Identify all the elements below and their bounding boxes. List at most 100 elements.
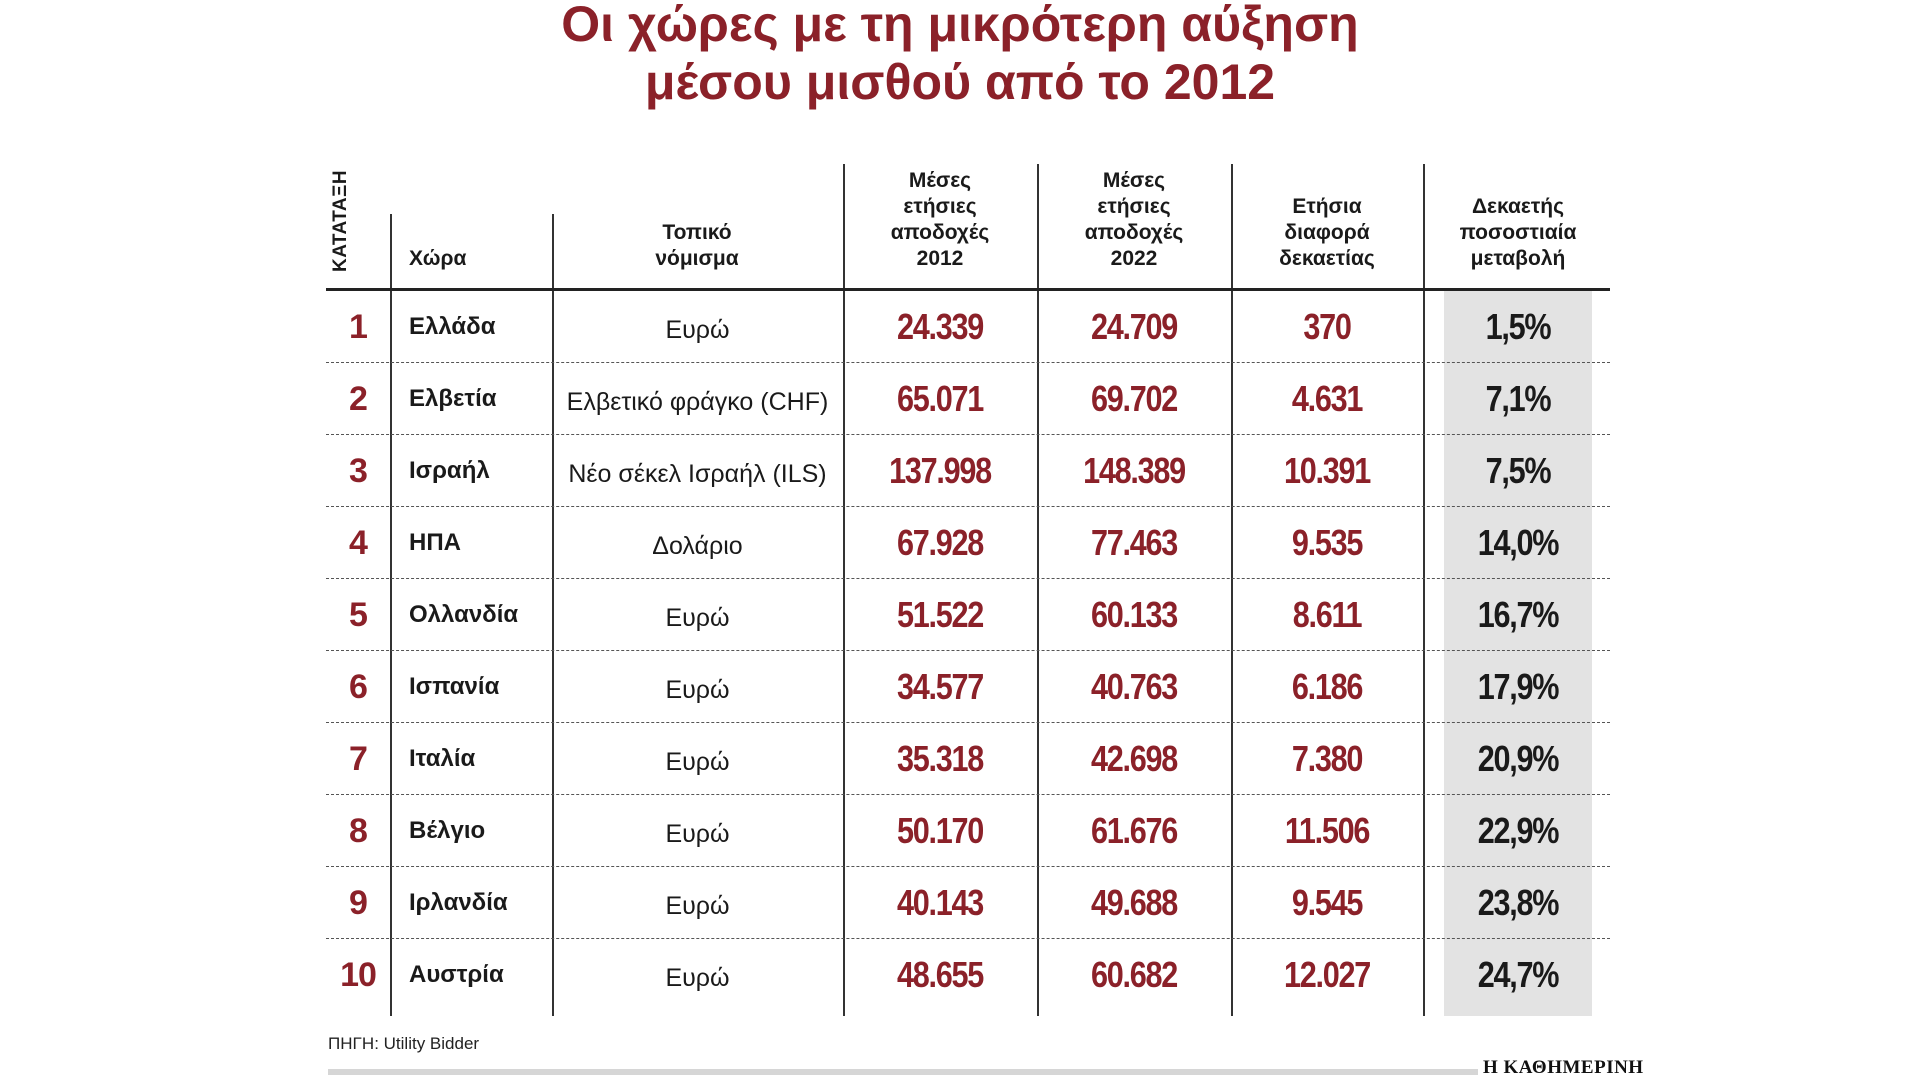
- cell-country: Αυστρία: [409, 961, 504, 988]
- row-separator: [326, 578, 1610, 579]
- cell-earn2022: 148.389: [1083, 450, 1186, 491]
- row-separator: [326, 866, 1610, 867]
- cell-pct: 23,8%: [1477, 882, 1560, 923]
- header-pct-l1: Δεκαετής: [1471, 195, 1565, 218]
- cell-country: Ελλάδα: [409, 313, 496, 340]
- header-country: Χώρα: [409, 246, 466, 272]
- cell-rank: 2: [349, 379, 368, 418]
- row-separator: [326, 362, 1610, 363]
- cell-earn2022: 42.698: [1091, 738, 1178, 779]
- cell-pct: 14,0%: [1477, 522, 1560, 563]
- cell-rank: 1: [349, 307, 368, 346]
- header-diff-l2: διαφορά: [1284, 221, 1370, 244]
- cell-rank: 7: [349, 739, 368, 778]
- row-separator: [326, 434, 1610, 435]
- cell-diff: 12.027: [1284, 954, 1371, 995]
- cell-pct: 20,9%: [1477, 738, 1560, 779]
- header-earn2012-l4: 2012: [916, 247, 964, 270]
- cell-diff: 8.611: [1292, 594, 1363, 635]
- cell-earn2012: 137.998: [889, 450, 992, 491]
- cell-pct: 7,5%: [1485, 450, 1552, 491]
- header-rule: [326, 288, 1610, 291]
- header-pct-l2: ποσοστιαία: [1459, 221, 1577, 244]
- header-earn2012-l1: Μέσες: [908, 169, 972, 192]
- cell-earn2022: 69.702: [1091, 378, 1178, 419]
- cell-rank: 4: [349, 523, 368, 562]
- cell-earn2022: 24.709: [1091, 306, 1178, 347]
- cell-diff: 7.380: [1291, 738, 1363, 779]
- cell-rank: 10: [340, 955, 377, 994]
- header-diff-l1: Ετήσια: [1292, 195, 1362, 218]
- row-separator: [326, 506, 1610, 507]
- header-earn2012-l3: αποδοχές: [890, 221, 990, 244]
- cell-earn2012: 65.071: [897, 378, 984, 419]
- cell-pct: 1,5%: [1485, 306, 1552, 347]
- source-note: ΠΗΓΗ: Utility Bidder: [328, 1034, 480, 1053]
- cell-currency: Ευρώ: [665, 963, 730, 992]
- cell-earn2012: 40.143: [897, 882, 984, 923]
- header-currency: Τοπικό νόμισμα: [552, 220, 842, 272]
- header-earn2022-l4: 2022: [1110, 247, 1158, 270]
- cell-earn2012: 48.655: [897, 954, 984, 995]
- cell-earn2012: 50.170: [897, 810, 984, 851]
- row-separator: [326, 938, 1610, 939]
- cell-earn2012: 67.928: [897, 522, 984, 563]
- cell-pct: 17,9%: [1477, 666, 1560, 707]
- cell-currency: Νέο σέκελ Ισραήλ (ILS): [568, 459, 827, 488]
- table-grid: ΚΑΤΑΤΑΞΗ Χώρα Τοπικό νόμισμα Μέσες ετήσι…: [326, 162, 1610, 1017]
- cell-currency: Δολάριο: [652, 531, 743, 560]
- header-currency-l2: νόμισμα: [655, 247, 739, 270]
- header-earn2022: Μέσες ετήσιες αποδοχές 2022: [1038, 168, 1230, 272]
- divider-country-currency: [552, 214, 554, 1016]
- cell-currency: Ευρώ: [665, 675, 730, 704]
- header-earn2012: Μέσες ετήσιες αποδοχές 2012: [844, 168, 1036, 272]
- cell-country: Ιταλία: [409, 745, 476, 772]
- cell-pct: 16,7%: [1477, 594, 1560, 635]
- cell-currency: Ευρώ: [665, 315, 730, 344]
- row-separator: [326, 722, 1610, 723]
- chart-title-line-2: μέσου μισθού από το 2012: [644, 54, 1276, 110]
- cell-country: Ισπανία: [409, 673, 500, 700]
- cell-pct: 24,7%: [1477, 954, 1560, 995]
- header-earn2022-l2: ετήσιες: [1097, 195, 1171, 218]
- cell-country: Ολλανδία: [409, 601, 519, 628]
- salary-table: ΚΑΤΑΤΑΞΗ Χώρα Τοπικό νόμισμα Μέσες ετήσι…: [326, 162, 1610, 1017]
- cell-rank: 5: [349, 595, 368, 634]
- cell-diff: 6.186: [1291, 666, 1363, 707]
- cell-country: Βέλγιο: [409, 817, 486, 844]
- cell-country: Ιρλανδία: [409, 889, 508, 916]
- cell-earn2022: 60.133: [1091, 594, 1178, 635]
- cell-diff: 9.545: [1291, 882, 1363, 923]
- cell-country: Ελβετία: [409, 385, 497, 412]
- header-currency-l1: Τοπικό: [662, 221, 732, 244]
- cell-diff: 10.391: [1284, 450, 1371, 491]
- header-earn2012-l2: ετήσιες: [903, 195, 977, 218]
- divider-2012-2022: [1037, 164, 1039, 1016]
- header-country-label: Χώρα: [409, 247, 467, 270]
- cell-country: ΗΠΑ: [409, 529, 461, 556]
- cell-currency: Ελβετικό φράγκο (CHF): [566, 387, 829, 416]
- divider-2022-diff: [1231, 164, 1233, 1016]
- cell-diff: 370: [1303, 306, 1352, 347]
- cell-diff: 4.631: [1291, 378, 1363, 419]
- header-rank: ΚΑΤΑΤΑΞΗ: [330, 169, 351, 272]
- cell-rank: 9: [349, 883, 368, 922]
- publisher-brand: Η ΚΑΘΗΜΕΡΙΝΗ: [1483, 1057, 1644, 1078]
- header-diff-l3: δεκαετίας: [1279, 247, 1375, 270]
- cell-pct: 22,9%: [1477, 810, 1560, 851]
- cell-diff: 11.506: [1284, 810, 1371, 851]
- divider-diff-pct: [1423, 164, 1425, 1016]
- cell-currency: Ευρώ: [665, 603, 730, 632]
- cell-rank: 6: [349, 667, 368, 706]
- cell-earn2012: 24.339: [897, 306, 984, 347]
- cell-earn2022: 77.463: [1091, 522, 1178, 563]
- cell-currency: Ευρώ: [665, 891, 730, 920]
- cell-rank: 3: [349, 451, 368, 490]
- header-earn2022-l3: αποδοχές: [1084, 221, 1184, 244]
- row-separator: [326, 794, 1610, 795]
- footer-bar: [328, 1069, 1478, 1075]
- cell-earn2022: 49.688: [1091, 882, 1178, 923]
- cell-country: Ισραήλ: [409, 457, 490, 484]
- cell-earn2022: 60.682: [1091, 954, 1178, 995]
- divider-rank-country: [390, 214, 392, 1016]
